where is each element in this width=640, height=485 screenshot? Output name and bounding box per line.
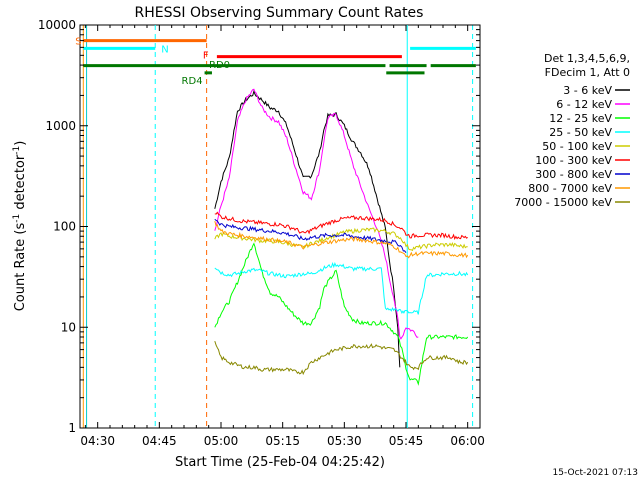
y-tick-label-1: 10 (61, 320, 76, 334)
legend-label-7: 800 - 7000 keV (528, 182, 612, 195)
series-line-2 (214, 242, 469, 386)
y-label-end: ) (13, 141, 28, 146)
y-tick-label-0: 1 (68, 421, 76, 435)
y-axis-label: Count Rate (s-1 detector-1) (12, 141, 28, 312)
x-axis-label: Start Time (25-Feb-04 04:25:42) (175, 455, 385, 470)
legend-header-line-1: FDecim 1, Att 0 (545, 66, 630, 79)
x-tick-label-1: 04:45 (142, 434, 177, 448)
x-tick-label-6: 06:00 (450, 434, 485, 448)
legend-label-6: 300 - 800 keV (535, 168, 612, 181)
series-line-1 (214, 88, 419, 340)
series-line-3 (214, 261, 469, 315)
series-lines (214, 88, 469, 386)
chart-title: RHESSI Observing Summary Count Rates (135, 5, 424, 21)
state-bar-label-4: RD0 (209, 60, 230, 71)
x-tick-label-0: 04:30 (80, 434, 115, 448)
legend-label-3: 25 - 50 keV (549, 126, 612, 139)
legend-header-line-0: Det 1,3,4,5,6,9, (544, 52, 630, 65)
x-tick-label-4: 05:30 (327, 434, 362, 448)
state-bar-label-1: N (161, 44, 168, 55)
series-line-5 (214, 211, 468, 240)
y-label-sup1: -1 (12, 214, 22, 223)
plot-frame (79, 24, 481, 429)
timestamp: 15-Oct-2021 07:13 (553, 468, 638, 478)
x-axis: 04:30 04:45 05:00 05:15 05:30 05:45 06:00 (80, 25, 485, 448)
legend: Det 1,3,4,5,6,9,FDecim 1, Att 0 3 - 6 keV… (514, 52, 630, 209)
legend-label-1: 6 - 12 keV (556, 98, 612, 111)
series-line-0 (214, 89, 401, 368)
x-tick-label-2: 05:00 (204, 434, 239, 448)
state-bar-label-5: RD4 (182, 76, 203, 87)
legend-label-4: 50 - 100 keV (542, 140, 612, 153)
state-bar-label-3: F (203, 51, 209, 62)
x-tick-label-5: 05:45 (389, 434, 424, 448)
legend-label-2: 12 - 25 keV (549, 112, 612, 125)
legend-label-8: 7000 - 15000 keV (514, 196, 612, 209)
series-line-6 (214, 218, 407, 253)
state-bar-label-0: S (75, 37, 81, 48)
y-axis: 1 10 100 1000 10000 (38, 18, 480, 435)
y-tick-label-2: 100 (53, 220, 76, 234)
y-label-mid: detector (13, 154, 28, 214)
y-label-main: Count Rate (s (13, 223, 28, 312)
y-label-sup2: -1 (12, 146, 22, 155)
series-line-7 (214, 220, 469, 259)
y-tick-label-3: 1000 (45, 119, 76, 133)
y-tick-label-4: 10000 (38, 18, 76, 32)
x-tick-label-3: 05:15 (265, 434, 300, 448)
legend-label-5: 100 - 300 keV (535, 154, 612, 167)
legend-label-0: 3 - 6 keV (563, 84, 612, 97)
series-line-8 (214, 340, 469, 376)
